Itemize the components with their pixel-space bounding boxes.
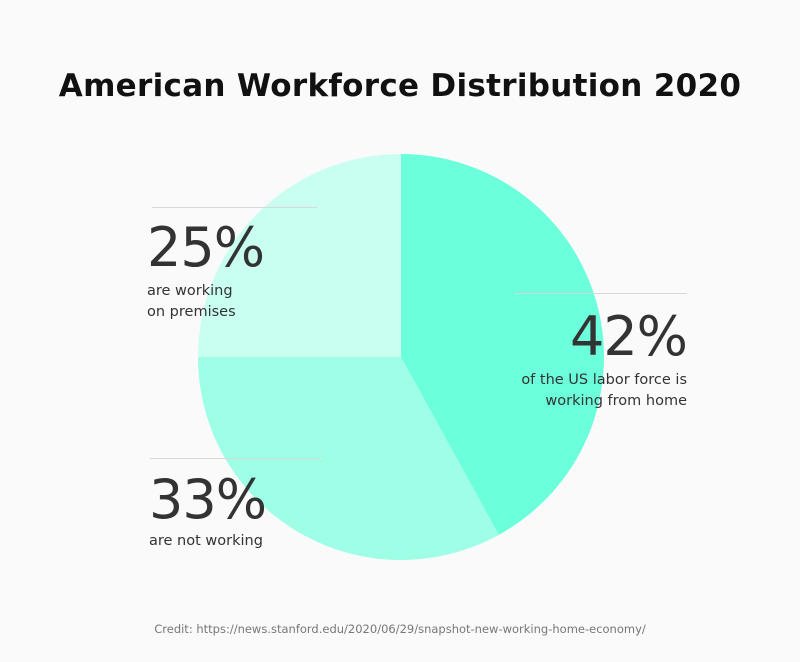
credit-text: Credit: https://news.stanford.edu/2020/0… [154, 622, 646, 636]
slice-desc-25-line2: on premises [147, 304, 236, 320]
pie-slice-33 [198, 357, 499, 560]
label-42: 42% of the US labor force is working fro… [521, 305, 688, 412]
label-33: 33% are not working [149, 468, 267, 552]
pie-slice-25 [198, 154, 401, 357]
slice-label-25: 25% [147, 216, 265, 279]
slice-label-42: 42% [569, 305, 688, 368]
slice-desc-42-line1: of the US labor force is [521, 372, 687, 388]
label-rule-33 [150, 458, 322, 459]
slice-desc-33: are not working [149, 533, 263, 549]
label-25: 25% are working on premises [147, 216, 265, 323]
chart-title: American Workforce Distribution 2020 [58, 68, 742, 104]
slice-label-33: 33% [149, 468, 267, 531]
label-rule-25 [152, 207, 317, 208]
pie-slice-42 [401, 154, 604, 535]
label-rule-42 [515, 293, 687, 294]
slice-desc-25-line1: are working [147, 283, 233, 299]
slice-desc-42-line2: working from home [545, 393, 687, 409]
